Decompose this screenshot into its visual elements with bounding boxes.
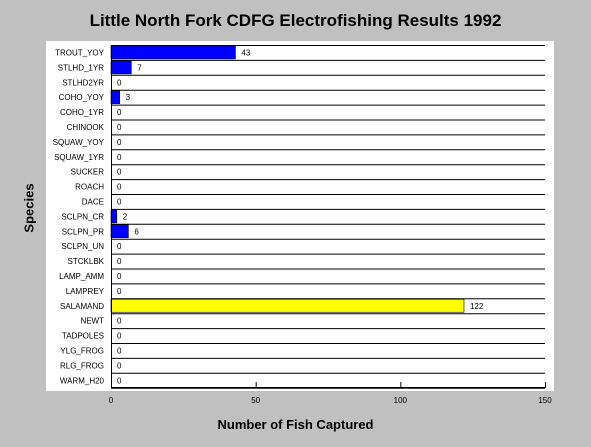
value-label: 0 xyxy=(117,332,122,341)
category-label: SUCKER xyxy=(71,168,105,177)
plot-panel xyxy=(46,41,554,391)
value-label: 122 xyxy=(470,302,484,311)
bar xyxy=(110,90,120,104)
value-label: 0 xyxy=(117,183,122,192)
value-label: 0 xyxy=(117,317,122,326)
category-label: TROUT_YOY xyxy=(55,48,105,57)
value-label: 0 xyxy=(117,197,122,206)
chart-title: Little North Fork CDFG Electrofishing Re… xyxy=(89,11,502,30)
value-label: 0 xyxy=(117,108,122,117)
value-label: 0 xyxy=(117,78,122,87)
category-label: SQUAW_1YR xyxy=(54,153,104,162)
value-label: 0 xyxy=(117,138,122,147)
x-tick-label: 150 xyxy=(538,396,552,405)
category-label: STLHD2YR xyxy=(62,78,104,87)
value-label: 7 xyxy=(137,63,142,72)
category-label: RLG_FROG xyxy=(60,361,104,370)
x-axis-label: Number of Fish Captured xyxy=(217,417,374,432)
category-label: COHO_1YR xyxy=(60,108,104,117)
x-tick-label: 50 xyxy=(251,396,260,405)
value-label: 0 xyxy=(117,242,122,251)
value-label: 0 xyxy=(117,257,122,266)
category-label: COHO_YOY xyxy=(59,93,105,102)
category-label: DACE xyxy=(82,197,104,206)
category-label: YLG_FROG xyxy=(60,346,104,355)
value-label: 0 xyxy=(117,361,122,370)
category-label: STLHD_1YR xyxy=(58,63,104,72)
bar xyxy=(110,45,236,60)
value-label: 0 xyxy=(117,287,122,296)
value-label: 0 xyxy=(117,168,122,177)
category-label: SCLPN_UN xyxy=(61,242,104,251)
category-label: SCLPN_PR xyxy=(62,227,104,236)
x-tick-label: 0 xyxy=(109,396,114,405)
bar xyxy=(110,224,129,239)
category-label: SALAMAND xyxy=(60,302,104,311)
bar xyxy=(110,60,132,75)
value-label: 0 xyxy=(117,153,122,162)
category-label: LAMPREY xyxy=(66,287,105,296)
value-label: 43 xyxy=(241,48,250,57)
category-label: SCLPN_CR xyxy=(61,212,104,221)
bar xyxy=(110,298,465,313)
value-label: 6 xyxy=(134,227,139,236)
category-label: CHINOOK xyxy=(67,123,105,132)
value-label: 2 xyxy=(123,212,128,221)
category-label: NEWT xyxy=(80,317,104,326)
value-label: 0 xyxy=(117,123,122,132)
x-tick-label: 100 xyxy=(394,396,408,405)
value-label: 0 xyxy=(117,272,122,281)
category-label: LAMP_AMM xyxy=(59,272,104,281)
category-label: WARM_H20 xyxy=(60,376,105,385)
value-label: 0 xyxy=(117,346,122,355)
category-label: TADPOLES xyxy=(62,332,104,341)
value-label: 0 xyxy=(117,376,122,385)
category-label: STCKLBK xyxy=(68,257,105,266)
category-label: SQUAW_YOY xyxy=(53,138,105,147)
category-label: ROACH xyxy=(75,183,104,192)
value-label: 3 xyxy=(126,93,131,102)
